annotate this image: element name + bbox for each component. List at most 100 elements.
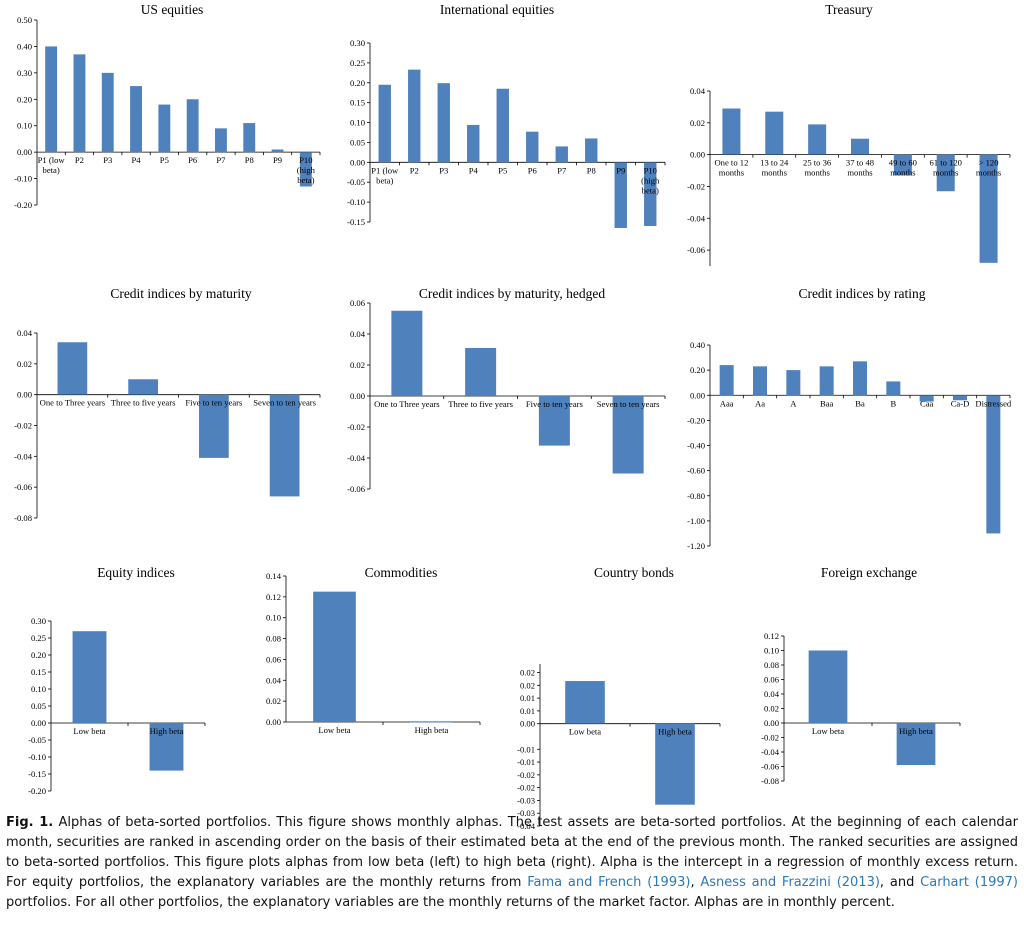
x-category-label: Five to ten years bbox=[526, 399, 584, 409]
x-category-label: months bbox=[847, 168, 873, 178]
bar-p7 bbox=[555, 146, 568, 163]
figure-caption: Fig. 1. Alphas of beta-sorted portfolios… bbox=[6, 813, 1018, 913]
chart-panel: Equity indices -0.20 -0.15 -0.10 -0.05 0.00 0.… bbox=[28, 565, 206, 796]
y-tick-label: 0.00 bbox=[266, 717, 281, 727]
chart-title: Treasury bbox=[825, 2, 873, 17]
x-category-label: P10 bbox=[644, 165, 657, 175]
y-tick-label: 0.10 bbox=[764, 646, 779, 656]
y-tick-label: -1.00 bbox=[687, 516, 705, 526]
x-category-label: beta) bbox=[642, 185, 659, 195]
x-category-label: 61 to 120 bbox=[929, 158, 961, 168]
y-tick-label: -0.05 bbox=[347, 177, 365, 187]
y-tick-label: -0.15 bbox=[347, 217, 365, 227]
y-tick-label: 0.30 bbox=[31, 616, 46, 626]
chart-title: Foreign exchange bbox=[821, 565, 917, 580]
chart-panel: Treasury -0.06 -0.04 -0.02 0.00 0.02 0.04 One t… bbox=[687, 2, 1011, 266]
bar-high-beta bbox=[410, 722, 453, 723]
x-category-label: P2 bbox=[75, 155, 84, 165]
y-tick-label: -0.08 bbox=[14, 513, 32, 523]
bar-aaa bbox=[719, 365, 734, 396]
bar-p4 bbox=[130, 86, 142, 153]
caption-text: Alphas of beta-sorted portfolios. This f… bbox=[6, 815, 1018, 890]
x-category-label: P2 bbox=[410, 165, 419, 175]
bar-49-to-60-months bbox=[893, 154, 912, 176]
y-tick-label: -0.06 bbox=[14, 482, 33, 492]
x-category-label: 13 to 24 bbox=[760, 158, 789, 168]
x-category-label: P7 bbox=[216, 155, 226, 165]
bar-p9 bbox=[614, 162, 627, 228]
y-tick-label: 0.04 bbox=[350, 329, 366, 339]
y-tick-label: -0.03 bbox=[517, 808, 535, 818]
citation-link-asness-frazzini[interactable]: Asness and Frazzini (2013) bbox=[700, 875, 880, 890]
bar-p2 bbox=[73, 54, 86, 153]
x-category-label: Low beta bbox=[73, 726, 105, 736]
x-category-label: P4 bbox=[469, 165, 479, 175]
y-tick-label: -0.10 bbox=[28, 752, 46, 762]
citation-link-carhart[interactable]: Carhart (1997) bbox=[920, 875, 1019, 890]
chart-title: Credit indices by maturity bbox=[110, 286, 252, 301]
bar-ca-d bbox=[953, 395, 967, 401]
chart-panel: Foreign exchange -0.08 -0.06 -0.04 -0.02 0.00… bbox=[761, 565, 961, 786]
x-category-label: months bbox=[719, 168, 745, 178]
bar-13-to-24-months bbox=[765, 111, 784, 155]
bar-seven-to-ten-years bbox=[269, 394, 300, 497]
x-category-label: P10 bbox=[299, 155, 312, 165]
x-category-label: 49 to 60 bbox=[889, 158, 917, 168]
x-category-label: months bbox=[976, 168, 1002, 178]
chart-panel: Credit indices by rating -1.20 -1.00 -0.80 -… bbox=[687, 286, 1012, 551]
charts-svg: US equities -0.20 -0.10 0.00 0.10 0.20 0.30 0.4… bbox=[14, 2, 1012, 830]
bar-25-to-36-months bbox=[808, 124, 827, 155]
x-category-label: Low beta bbox=[569, 727, 601, 737]
bar-61-to-120-months bbox=[936, 154, 955, 192]
x-category-label: Ca-D bbox=[951, 398, 970, 408]
y-tick-label: -0.80 bbox=[687, 491, 705, 501]
bar-ba bbox=[853, 361, 867, 396]
x-category-label: Aa bbox=[755, 398, 765, 408]
x-category-label: 25 to 36 bbox=[803, 158, 832, 168]
y-tick-label: 0.08 bbox=[764, 660, 779, 670]
y-tick-label: 0.20 bbox=[690, 365, 705, 375]
y-tick-label: -0.05 bbox=[28, 735, 46, 745]
x-category-label: (high bbox=[641, 175, 660, 185]
bar-low-beta bbox=[72, 631, 107, 723]
x-category-label: High beta bbox=[415, 725, 449, 735]
x-category-label: Aaa bbox=[720, 398, 734, 408]
y-tick-label: 0.10 bbox=[31, 684, 46, 694]
chart-title: Country bonds bbox=[594, 565, 674, 580]
bar-p3 bbox=[437, 83, 450, 163]
caption-text: , bbox=[690, 875, 701, 890]
y-tick-label: 0.40 bbox=[690, 340, 705, 350]
x-category-label: (high bbox=[297, 165, 316, 175]
bar-p2 bbox=[408, 69, 421, 163]
x-category-label: Three to five years bbox=[448, 399, 513, 409]
y-tick-label: 0.12 bbox=[764, 631, 779, 641]
bar-low-beta bbox=[313, 591, 356, 722]
y-tick-label: 0.14 bbox=[266, 571, 282, 581]
y-tick-label: 0.01 bbox=[520, 706, 535, 716]
y-tick-label: -0.02 bbox=[761, 733, 779, 743]
y-tick-label: -0.04 bbox=[761, 747, 780, 757]
x-category-label: months bbox=[804, 168, 830, 178]
x-category-label: Five to ten years bbox=[185, 398, 243, 408]
citation-link-fama-french[interactable]: Fama and French (1993) bbox=[527, 875, 691, 890]
bar-p1-low-beta- bbox=[45, 46, 58, 153]
x-category-label: P1 (low bbox=[38, 155, 66, 165]
bar-p6 bbox=[526, 131, 539, 163]
chart-title: Credit indices by rating bbox=[798, 286, 925, 301]
bar-high-beta bbox=[655, 723, 695, 805]
x-category-label: P3 bbox=[439, 165, 448, 175]
y-tick-label: 0.02 bbox=[17, 359, 32, 369]
y-tick-label: 0.00 bbox=[350, 391, 365, 401]
x-category-label: Low beta bbox=[318, 725, 350, 735]
bar-caa bbox=[919, 395, 934, 402]
chart-panel: Credit indices by maturity -0.08 -0.06 -0.0… bbox=[14, 286, 321, 523]
y-tick-label: 0.00 bbox=[17, 147, 32, 157]
bar-one-to-three-years bbox=[391, 310, 423, 396]
x-category-label: High beta bbox=[150, 726, 184, 736]
bar-high-beta bbox=[149, 723, 184, 771]
y-tick-label: 0.00 bbox=[350, 157, 365, 167]
y-tick-label: -0.01 bbox=[517, 757, 535, 767]
x-category-label: Distressed bbox=[975, 398, 1012, 408]
x-category-label: P8 bbox=[587, 165, 596, 175]
y-tick-label: -0.04 bbox=[687, 213, 706, 223]
